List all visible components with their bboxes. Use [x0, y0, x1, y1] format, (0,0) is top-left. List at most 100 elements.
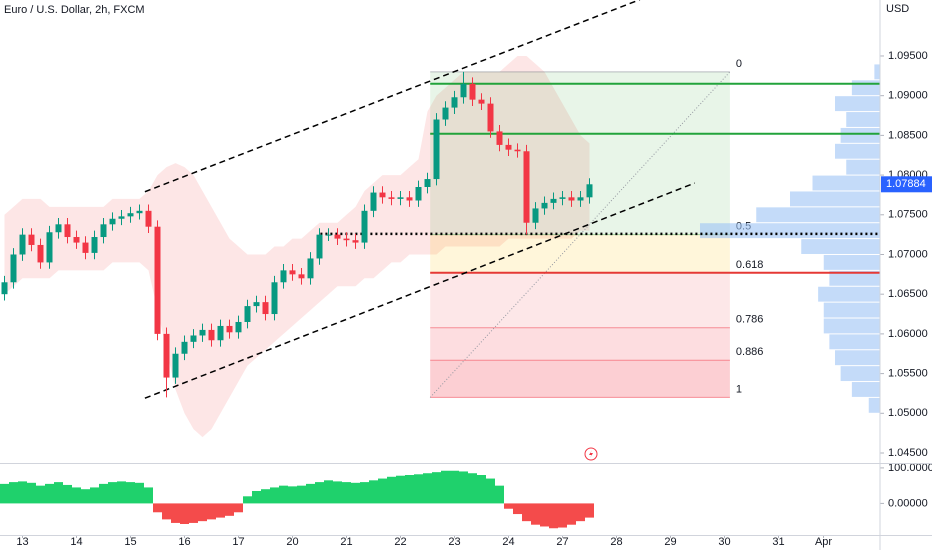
candle-body: [208, 329, 215, 341]
candle-body: [532, 208, 539, 223]
candle-body: [397, 197, 404, 199]
oscillator-bar: [450, 470, 459, 504]
oscillator-bar: [387, 476, 396, 504]
candle-body: [82, 242, 89, 253]
candle-body: [253, 302, 260, 307]
oscillator-bar: [72, 487, 81, 504]
profile-bar: [829, 334, 880, 350]
oscillator-bar: [207, 503, 216, 520]
profile-bar: [823, 254, 880, 270]
oscillator-bar: [549, 503, 558, 529]
candle-body: [343, 238, 350, 241]
oscillator-bar: [225, 503, 234, 516]
candle-body: [442, 107, 449, 120]
candle-body: [433, 119, 440, 180]
candle-body: [424, 179, 431, 187]
x-tick-label: 28: [610, 536, 622, 548]
candle-body: [37, 244, 44, 263]
candle-body: [559, 197, 566, 199]
y-tick-label: 1.05000: [888, 407, 928, 419]
y-tick-label: 1.09000: [888, 90, 928, 102]
candle-body: [19, 234, 26, 255]
profile-bar: [874, 64, 880, 80]
x-tick-label: 14: [70, 536, 82, 548]
candle-body: [109, 218, 116, 225]
candle-body: [1, 282, 8, 295]
candle-body: [55, 224, 62, 233]
candle-body: [100, 224, 107, 238]
x-tick-label: 27: [556, 536, 568, 548]
oscillator-bar: [414, 474, 423, 504]
oscillator-bar: [441, 470, 450, 504]
profile-bar: [801, 239, 880, 254]
profile-bar: [818, 286, 880, 302]
candle-body: [478, 99, 485, 104]
candle-body: [496, 131, 503, 145]
oscillator-bar: [360, 482, 369, 504]
chart-title: Euro / U.S. Dollar, 2h, FXCM: [4, 4, 145, 16]
candle-body: [568, 197, 575, 201]
y-tick-label: 1.07000: [888, 248, 928, 260]
oscillator-bar: [117, 481, 126, 504]
oscillator-bar: [396, 475, 405, 504]
oscillator-bar: [378, 478, 387, 504]
y-tick-label: 1.09500: [888, 50, 928, 62]
oscillator-bar: [531, 503, 540, 525]
candle-body: [280, 270, 287, 283]
x-tick-label: 21: [340, 536, 352, 548]
profile-bar: [835, 350, 880, 366]
oscillator-bar: [9, 482, 18, 504]
oscillator-bar: [540, 503, 549, 527]
oscillator-bar: [81, 489, 90, 504]
profile-bar: [835, 143, 880, 159]
candle-body: [28, 234, 35, 245]
candle-body: [145, 210, 152, 227]
oscillator-bar: [252, 490, 261, 504]
oscillator-bar: [351, 482, 360, 504]
oscillator-bar: [18, 481, 27, 504]
alert-icon[interactable]: [584, 447, 598, 461]
profile-bar: [756, 207, 880, 223]
oscillator-bar: [0, 483, 9, 504]
oscillator-bar: [99, 483, 108, 504]
oscillator-bar: [306, 483, 315, 504]
oscillator-bar: [405, 475, 414, 504]
candle-body: [487, 103, 494, 132]
oscillator-bar: [90, 487, 99, 504]
candle-body: [361, 210, 368, 243]
oscillator-bar: [504, 503, 513, 509]
candle-body: [271, 282, 278, 315]
x-tick-label: 17: [232, 536, 244, 548]
candle-body: [307, 258, 314, 279]
oscillator-bar: [369, 480, 378, 504]
candle-body: [289, 270, 296, 275]
y-axis-label: USD: [886, 3, 909, 15]
x-tick-label: 16: [178, 536, 190, 548]
candle-body: [379, 192, 386, 198]
x-tick-label: 22: [394, 536, 406, 548]
fib-label: 1: [736, 383, 742, 395]
oscillator-bar: [234, 503, 243, 513]
candle-body: [217, 325, 224, 341]
channel-line: [144, 182, 696, 399]
oscillator-bar: [567, 503, 576, 525]
channel-line: [144, 0, 641, 193]
oscillator-bar: [63, 484, 72, 504]
y-tick-label: 100.00000: [888, 462, 932, 474]
oscillator-bar: [216, 503, 225, 518]
y-tick-label: 1.06000: [888, 328, 928, 340]
oscillator-bar: [324, 480, 333, 504]
candle-body: [199, 329, 206, 336]
oscillator-bar: [333, 481, 342, 504]
profile-bar: [851, 382, 880, 397]
candle-body: [370, 192, 377, 211]
oscillator-bar: [342, 482, 351, 504]
x-tick-label: Apr: [815, 536, 832, 548]
oscillator-bar: [477, 475, 486, 504]
fib-zone: [430, 71, 730, 235]
fib-label: 0.886: [736, 346, 764, 358]
candle-body: [73, 237, 80, 243]
oscillator-bar: [126, 482, 135, 504]
profile-bar: [829, 270, 880, 286]
